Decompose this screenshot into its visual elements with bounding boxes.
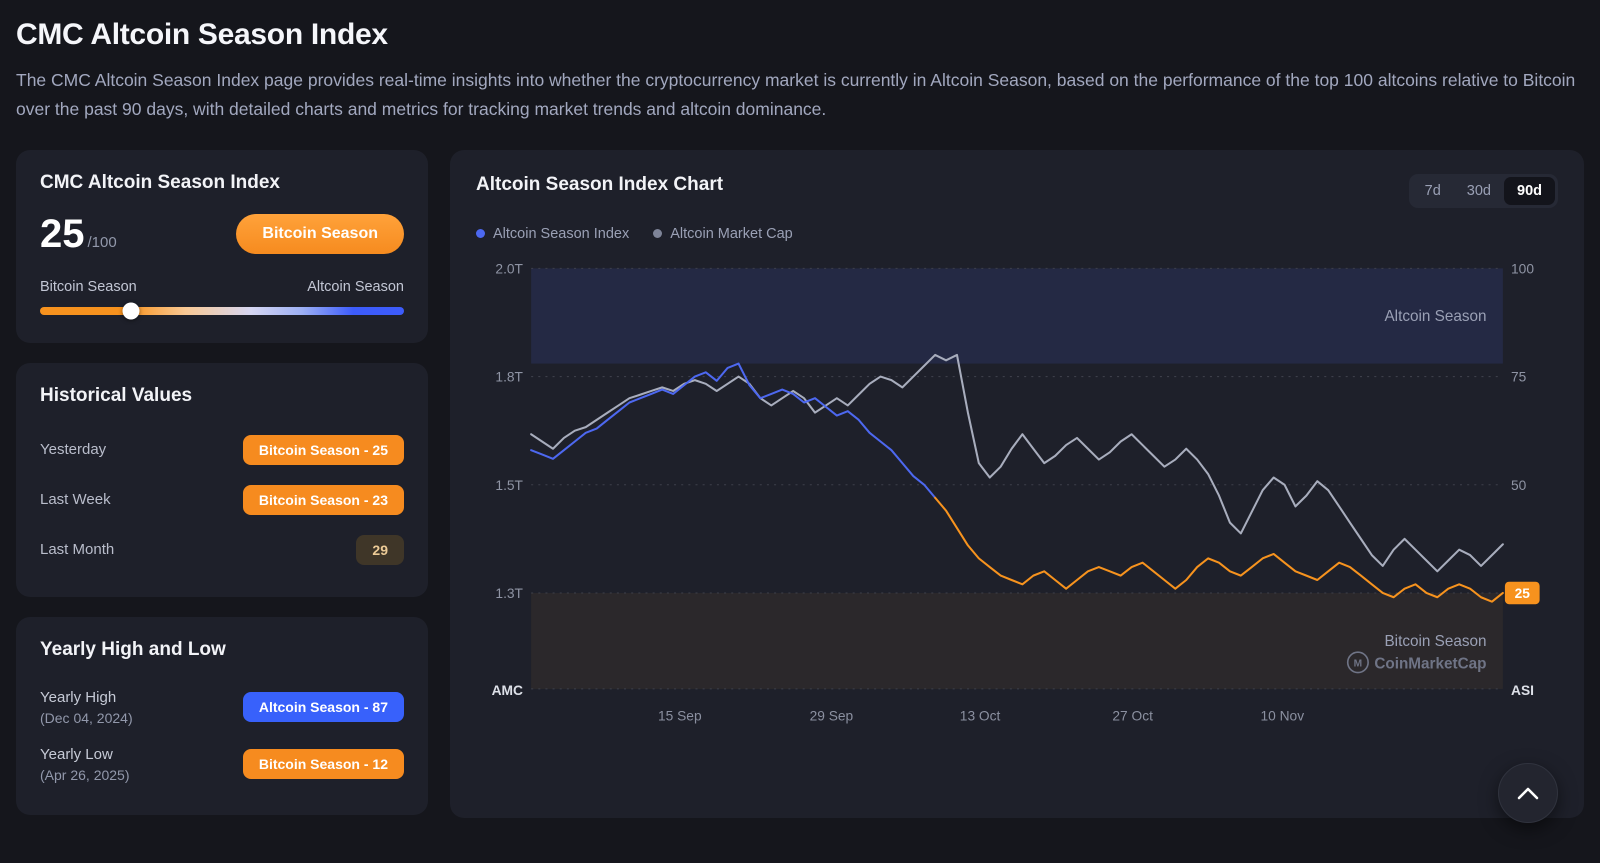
asi-chart-svg: Altcoin Season Bitcoin Season 2.0T 1.8T 1.5T…: [492, 261, 1540, 723]
left-column: CMC Altcoin Season Index 25/100 Bitcoin …: [16, 149, 428, 815]
yearly-high-row: Yearly High (Dec 04, 2024) Altcoin Seaso…: [40, 679, 404, 736]
yearly-high-label: Yearly High: [40, 688, 117, 706]
season-band: [531, 592, 1503, 689]
gauge-labels: Bitcoin Season Altcoin Season: [40, 279, 404, 295]
right-axis-tick: 100: [1511, 261, 1534, 276]
index-max: /100: [87, 233, 117, 251]
x-axis-tick: 29 Sep: [810, 708, 854, 723]
season-gauge-track: [40, 302, 404, 320]
historical-label: Last Month: [40, 541, 115, 559]
band-label: Altcoin Season: [1384, 308, 1486, 325]
index-card: CMC Altcoin Season Index 25/100 Bitcoin …: [16, 149, 428, 343]
left-axis-name: AMC: [492, 683, 523, 698]
historical-label: Last Week: [40, 491, 111, 509]
main-layout: CMC Altcoin Season Index 25/100 Bitcoin …: [16, 149, 1584, 818]
coinmarketcap-logo-icon: [1346, 651, 1369, 674]
yearly-low-date: (Apr 26, 2025): [40, 766, 130, 783]
season-band: [531, 268, 1503, 364]
left-axis-tick: 1.3T: [495, 586, 523, 601]
legend-label-asi: Altcoin Season Index: [493, 225, 630, 242]
historical-row-last-month: Last Month 29: [40, 525, 404, 575]
historical-card-title: Historical Values: [40, 384, 193, 406]
yearly-high-low-card: Yearly High and Low Yearly High (Dec 04,…: [16, 616, 428, 815]
chart-title: Altcoin Season Index Chart: [476, 173, 724, 195]
legend-item-asi[interactable]: Altcoin Season Index: [476, 226, 629, 242]
yearly-low-label: Yearly Low: [40, 745, 113, 763]
season-status-button[interactable]: Bitcoin Season: [236, 214, 404, 255]
historical-values-card: Historical Values Yesterday Bitcoin Seas…: [16, 362, 428, 597]
asi-line-low: [934, 496, 1504, 603]
x-axis-tick: 10 Nov: [1260, 708, 1304, 723]
yearly-low-badge: Bitcoin Season - 12: [242, 749, 404, 780]
index-value-group: 25/100: [40, 212, 117, 257]
current-value-badge: [1504, 581, 1540, 604]
index-card-title: CMC Altcoin Season Index: [40, 171, 280, 193]
historical-row-yesterday: Yesterday Bitcoin Season - 25: [40, 425, 404, 475]
gauge-knob: [122, 302, 140, 320]
page-description: The CMC Altcoin Season Index page provid…: [16, 70, 1576, 119]
chevron-up-icon: [1517, 787, 1539, 799]
historical-row-last-week: Last Week Bitcoin Season - 23: [40, 475, 404, 525]
historical-label: Yesterday: [40, 441, 107, 459]
right-axis-tick: 75: [1511, 369, 1527, 384]
current-value-text: 25: [1515, 586, 1531, 601]
range-30d-button[interactable]: 30d: [1454, 177, 1504, 205]
legend-dot-asi-icon: [476, 229, 485, 239]
historical-badge: Bitcoin Season - 23: [242, 484, 404, 515]
page-root: CMC Altcoin Season Index The CMC Altcoin…: [16, 18, 1584, 823]
chart-header: Altcoin Season Index Chart 7d 30d 90d: [476, 173, 1558, 214]
yearly-low-row: Yearly Low (Apr 26, 2025) Bitcoin Season…: [40, 736, 404, 793]
historical-badge: 29: [356, 534, 404, 565]
chart-legend: Altcoin Season Index Altcoin Market Cap: [476, 226, 1558, 242]
chart-area: Altcoin Season Bitcoin Season 2.0T 1.8T 1.5T…: [476, 250, 1558, 734]
range-7d-button[interactable]: 7d: [1412, 177, 1454, 205]
asi-line-high: [530, 362, 937, 499]
legend-item-amc[interactable]: Altcoin Market Cap: [653, 226, 793, 242]
right-axis-tick: 50: [1511, 478, 1527, 493]
historical-badge: Bitcoin Season - 25: [242, 434, 404, 465]
chart-card: Altcoin Season Index Chart 7d 30d 90d Al…: [450, 149, 1584, 818]
amc-line: [530, 353, 1504, 573]
yearly-card-title: Yearly High and Low: [40, 638, 226, 660]
x-axis-tick: 15 Sep: [658, 708, 702, 723]
legend-dot-amc-icon: [653, 229, 663, 239]
right-axis-name: ASI: [1511, 683, 1534, 698]
gauge-left-label: Bitcoin Season: [40, 278, 137, 295]
x-axis-tick: 27 Oct: [1112, 708, 1153, 723]
band-label: Bitcoin Season: [1384, 633, 1486, 650]
legend-label-amc: Altcoin Market Cap: [670, 225, 793, 242]
yearly-high-badge: Altcoin Season - 87: [242, 692, 404, 723]
left-axis-tick: 1.8T: [495, 369, 523, 384]
index-value-row: 25/100 Bitcoin Season: [40, 212, 404, 257]
gauge-right-label: Altcoin Season: [307, 278, 404, 295]
left-axis-tick: 1.5T: [495, 478, 523, 493]
page-title: CMC Altcoin Season Index: [16, 18, 388, 51]
time-range-selector: 7d 30d 90d: [1408, 173, 1558, 208]
watermark-text: CoinMarketCap: [1374, 655, 1486, 672]
yearly-high-date: (Dec 04, 2024): [40, 709, 133, 726]
left-axis-tick: 2.0T: [495, 261, 523, 276]
scroll-to-top-button[interactable]: [1498, 763, 1558, 823]
x-axis-tick: 13 Oct: [960, 708, 1001, 723]
index-value: 25: [40, 211, 85, 256]
coinmarketcap-logo-letter: M: [1354, 658, 1363, 669]
yearly-low-labels: Yearly Low (Apr 26, 2025): [40, 746, 130, 783]
yearly-high-labels: Yearly High (Dec 04, 2024): [40, 689, 133, 726]
range-90d-button[interactable]: 90d: [1504, 176, 1555, 205]
